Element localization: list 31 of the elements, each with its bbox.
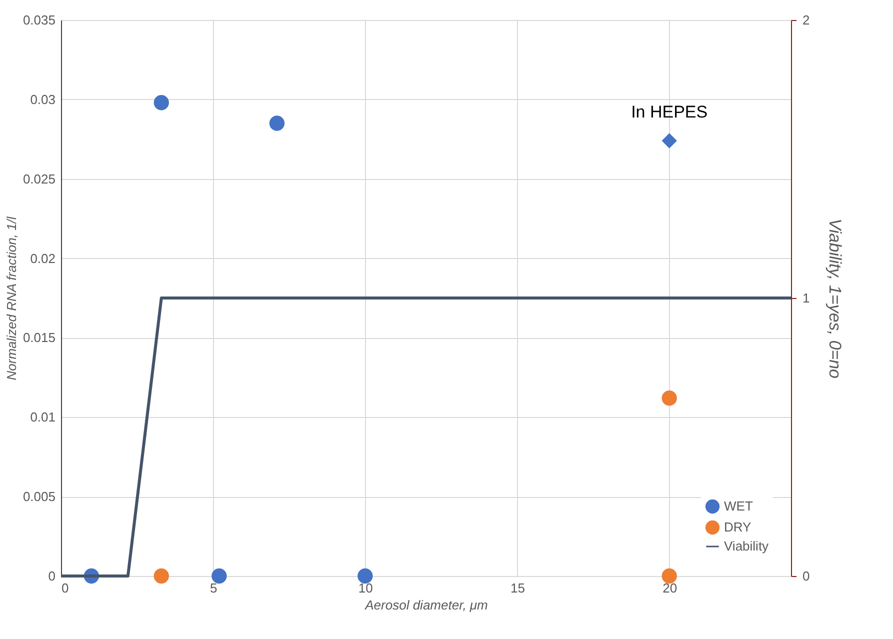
point bbox=[662, 390, 677, 406]
y-tick-label: 0.02 bbox=[30, 250, 56, 266]
point bbox=[154, 95, 169, 110]
annotation: In HEPES bbox=[631, 102, 708, 122]
y-tick-label: 0.01 bbox=[30, 410, 56, 425]
y-tick-label: 0.015 bbox=[22, 330, 56, 346]
legend-label: WET bbox=[724, 498, 753, 514]
legend-label: Viability bbox=[724, 538, 770, 554]
y-tick-label: 0 bbox=[48, 568, 56, 584]
x-axis-title: Aerosol diameter, μm bbox=[364, 598, 488, 612]
y-tick-label: 0.025 bbox=[22, 171, 56, 186]
y2-tick-label: 1 bbox=[802, 290, 810, 306]
legend-label: DRY bbox=[724, 520, 752, 534]
x-tick-label: 10 bbox=[358, 580, 373, 596]
x-tick-label: 20 bbox=[662, 580, 678, 596]
point bbox=[358, 568, 373, 584]
point bbox=[662, 568, 677, 584]
point bbox=[154, 568, 169, 584]
y-tick-label: 0.005 bbox=[22, 489, 56, 504]
y-axis-title: Normalized RNA fraction, 1/l bbox=[4, 216, 19, 380]
y-tick-label: 0.03 bbox=[30, 92, 56, 107]
y2-tick-label: 0 bbox=[802, 568, 810, 584]
x-tick-label: 5 bbox=[210, 580, 218, 596]
x-tick-label: 15 bbox=[510, 580, 525, 596]
point bbox=[269, 116, 285, 131]
point bbox=[212, 568, 227, 584]
y2-tick-label: 2 bbox=[802, 12, 810, 28]
y-tick-label: 0.035 bbox=[22, 12, 56, 28]
y2-axis-title: Viability, 1=yes, 0=no bbox=[826, 218, 845, 379]
x-tick-label: 0 bbox=[62, 580, 69, 596]
point bbox=[662, 133, 677, 148]
